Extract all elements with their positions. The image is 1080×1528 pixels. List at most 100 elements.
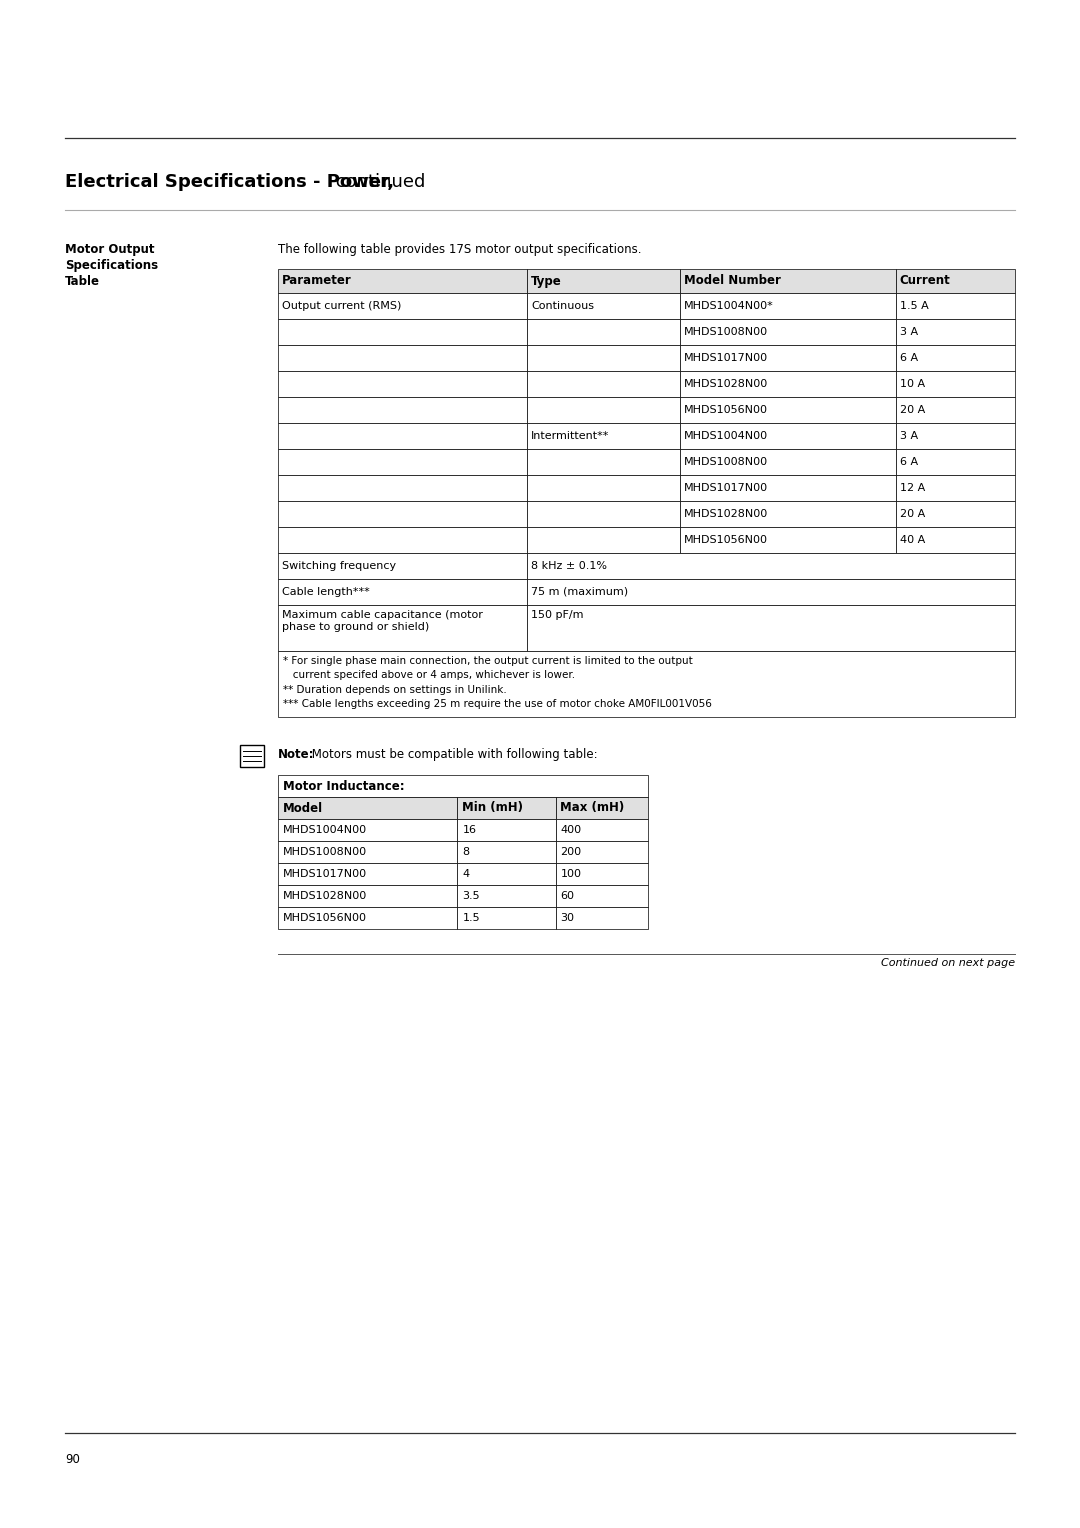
Text: Min (mH): Min (mH) <box>462 802 524 814</box>
Text: 1.5: 1.5 <box>462 914 481 923</box>
Text: The following table provides 17S motor output specifications.: The following table provides 17S motor o… <box>278 243 642 257</box>
Bar <box>458 863 555 885</box>
Bar <box>679 345 895 371</box>
Text: 12 A: 12 A <box>900 483 924 494</box>
Bar <box>555 885 648 908</box>
Bar <box>679 293 895 319</box>
Text: Switching frequency: Switching frequency <box>282 561 396 571</box>
Bar <box>278 605 527 651</box>
Bar <box>527 527 679 553</box>
Bar <box>895 397 1015 423</box>
Bar <box>278 423 527 449</box>
Bar <box>278 863 458 885</box>
Bar <box>679 527 895 553</box>
Text: MHDS1008N00: MHDS1008N00 <box>684 457 768 468</box>
Text: MHDS1008N00: MHDS1008N00 <box>684 327 768 338</box>
Text: MHDS1017N00: MHDS1017N00 <box>283 869 367 879</box>
Text: 16: 16 <box>462 825 476 834</box>
Text: MHDS1056N00: MHDS1056N00 <box>684 535 768 545</box>
Text: Model Number: Model Number <box>684 275 781 287</box>
Bar <box>895 269 1015 293</box>
Text: 150 pF/m: 150 pF/m <box>531 610 583 620</box>
Bar <box>679 423 895 449</box>
Bar <box>278 501 527 527</box>
Text: 200: 200 <box>561 847 582 857</box>
Text: MHDS1008N00: MHDS1008N00 <box>283 847 367 857</box>
Text: Specifications: Specifications <box>65 260 158 272</box>
Text: 40 A: 40 A <box>900 535 924 545</box>
Text: Continued on next page: Continued on next page <box>881 958 1015 969</box>
Text: 8: 8 <box>462 847 470 857</box>
Bar <box>278 293 527 319</box>
Text: 400: 400 <box>561 825 582 834</box>
Bar <box>895 475 1015 501</box>
Text: 6 A: 6 A <box>900 353 918 364</box>
Bar <box>527 475 679 501</box>
Bar <box>895 319 1015 345</box>
Text: 20 A: 20 A <box>900 509 924 520</box>
Bar <box>895 527 1015 553</box>
Bar <box>278 885 458 908</box>
Text: Motors must be compatible with following table:: Motors must be compatible with following… <box>308 749 597 761</box>
Bar <box>458 819 555 840</box>
Bar <box>895 501 1015 527</box>
Bar <box>527 319 679 345</box>
Text: 3 A: 3 A <box>900 327 918 338</box>
Bar <box>240 746 264 767</box>
Bar <box>278 449 527 475</box>
Text: Parameter: Parameter <box>282 275 352 287</box>
Text: MHDS1017N00: MHDS1017N00 <box>684 353 768 364</box>
Bar <box>278 269 527 293</box>
Text: Max (mH): Max (mH) <box>561 802 624 814</box>
Text: 75 m (maximum): 75 m (maximum) <box>531 587 629 597</box>
Text: Output current (RMS): Output current (RMS) <box>282 301 402 312</box>
Text: 60: 60 <box>561 891 575 902</box>
Bar <box>527 553 1015 579</box>
Text: 90: 90 <box>65 1453 80 1465</box>
Bar <box>527 449 679 475</box>
Bar <box>527 397 679 423</box>
Text: 3.5: 3.5 <box>462 891 481 902</box>
Bar <box>527 269 679 293</box>
Text: MHDS1028N00: MHDS1028N00 <box>283 891 367 902</box>
Bar <box>679 397 895 423</box>
Text: MHDS1004N00: MHDS1004N00 <box>283 825 367 834</box>
Text: 100: 100 <box>561 869 581 879</box>
Text: continued: continued <box>330 173 426 191</box>
Bar <box>679 501 895 527</box>
Bar <box>278 475 527 501</box>
Text: Motor Inductance:: Motor Inductance: <box>283 779 405 793</box>
Bar <box>527 605 1015 651</box>
Bar <box>527 579 1015 605</box>
Bar <box>527 293 679 319</box>
Bar <box>278 579 527 605</box>
Bar <box>278 345 527 371</box>
Bar <box>895 345 1015 371</box>
Text: 3 A: 3 A <box>900 431 918 442</box>
Text: MHDS1056N00: MHDS1056N00 <box>283 914 367 923</box>
Text: 20 A: 20 A <box>900 405 924 416</box>
Bar <box>458 908 555 929</box>
Text: Motor Output: Motor Output <box>65 243 154 257</box>
Bar <box>458 798 555 819</box>
Bar <box>555 819 648 840</box>
Bar <box>278 819 458 840</box>
Bar <box>527 345 679 371</box>
Text: * For single phase main connection, the output current is limited to the output
: * For single phase main connection, the … <box>283 656 712 709</box>
Text: 4: 4 <box>462 869 470 879</box>
Bar <box>527 501 679 527</box>
Bar <box>555 908 648 929</box>
Bar <box>895 371 1015 397</box>
Bar <box>895 293 1015 319</box>
Text: Type: Type <box>531 275 562 287</box>
Text: 1.5 A: 1.5 A <box>900 301 929 312</box>
Text: MHDS1017N00: MHDS1017N00 <box>684 483 768 494</box>
Text: MHDS1028N00: MHDS1028N00 <box>684 509 768 520</box>
Bar <box>895 423 1015 449</box>
Bar <box>458 885 555 908</box>
Bar <box>278 840 458 863</box>
Bar <box>278 371 527 397</box>
Bar <box>679 475 895 501</box>
Bar <box>895 449 1015 475</box>
Text: 8 kHz ± 0.1%: 8 kHz ± 0.1% <box>531 561 607 571</box>
